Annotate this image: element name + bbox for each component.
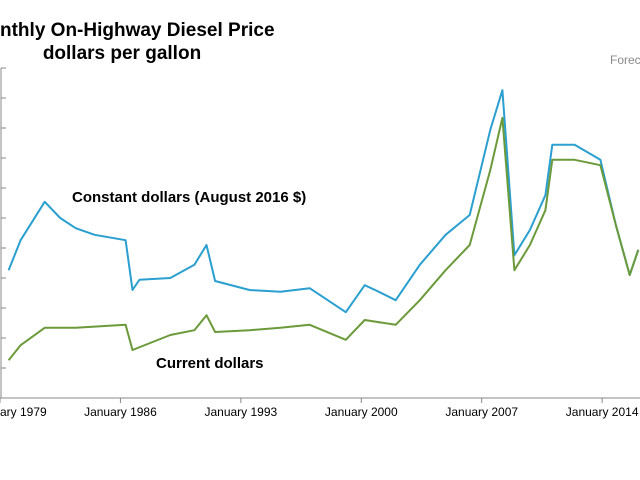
series-line [7, 89, 640, 314]
annotation: Constant dollars (August 2016 $) [72, 189, 306, 206]
forecast-label: Forec [610, 53, 640, 67]
x-tick-label: January 2007 [445, 405, 518, 419]
series-line [7, 116, 640, 361]
x-tick-label: January 1986 [84, 405, 157, 419]
x-tick-label: January 2014 [566, 405, 639, 419]
annotation: Current dollars [156, 355, 264, 372]
chart-title: nthly On-Highway Diesel Price [0, 20, 275, 41]
x-tick-label: ary 1979 [0, 405, 47, 419]
x-tick-label: January 1993 [204, 405, 277, 419]
chart-subtitle: dollars per gallon [43, 43, 201, 64]
x-tick-label: January 2000 [325, 405, 398, 419]
